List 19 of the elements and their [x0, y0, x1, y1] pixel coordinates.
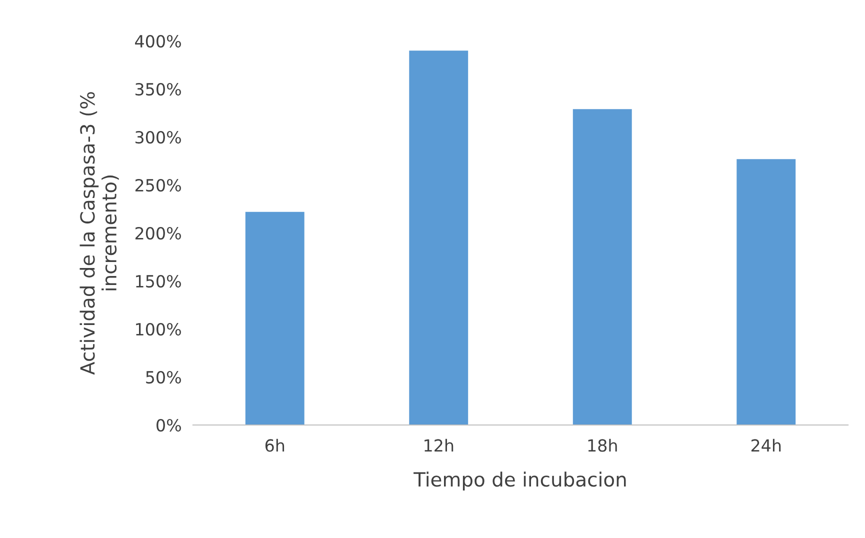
- y-axis-title: Actividad de la Caspasa-3 (% incremento): [80, 92, 119, 375]
- y-tick-label: 400%: [135, 34, 181, 48]
- y-tick-label: 250%: [135, 178, 181, 192]
- y-tick-label: 0%: [156, 418, 181, 432]
- bar: [409, 50, 468, 425]
- x-tick-label: 18h: [588, 438, 617, 452]
- x-tick-label: 6h: [265, 438, 284, 452]
- y-tick-label: 200%: [135, 226, 181, 240]
- x-axis-title: Tiempo de incubacion: [414, 472, 626, 491]
- bar: [572, 109, 632, 425]
- y-tick-label: 150%: [136, 274, 181, 288]
- x-tick-label: 12h: [424, 438, 454, 452]
- y-tick-label: 50%: [146, 370, 181, 384]
- bar: [245, 212, 304, 425]
- y-tick-label: 300%: [136, 130, 181, 144]
- y-tick-label: 350%: [136, 82, 181, 96]
- y-tick-label: 100%: [136, 322, 181, 336]
- bar: [736, 159, 796, 425]
- x-tick-label: 24h: [751, 438, 781, 452]
